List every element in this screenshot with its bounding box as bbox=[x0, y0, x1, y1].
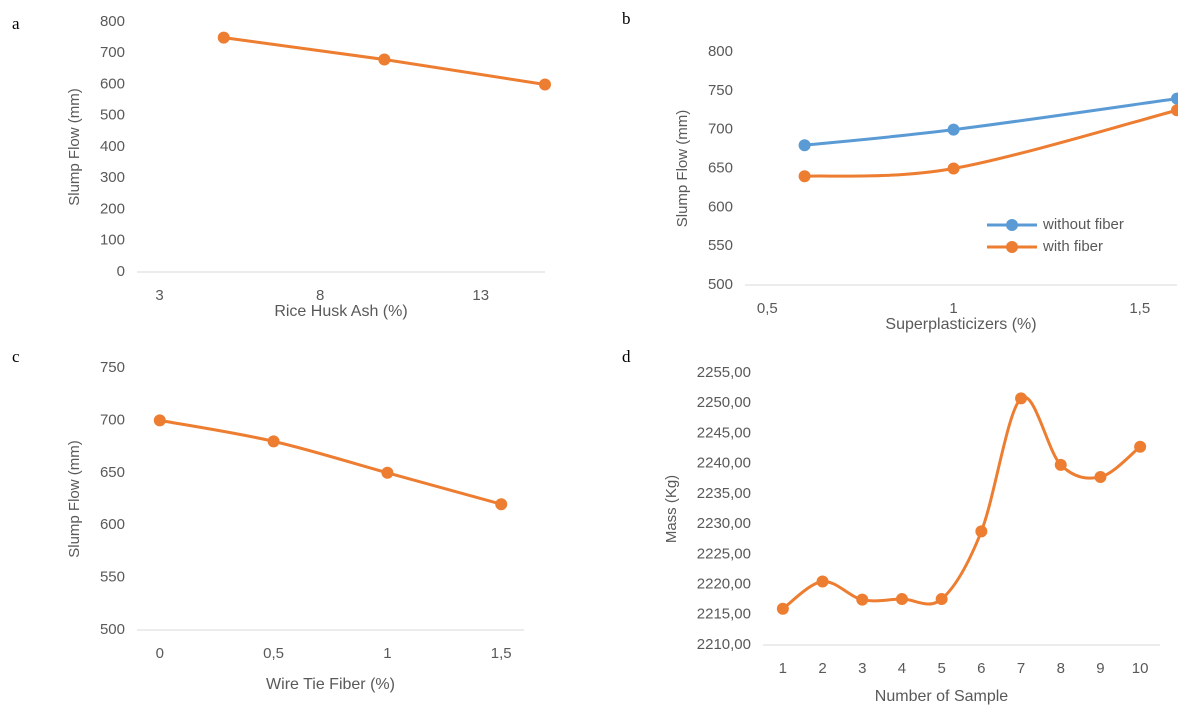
y-tick-label: 750 bbox=[708, 82, 733, 99]
y-tick-label: 2215,00 bbox=[697, 606, 751, 623]
y-axis-title: Slump Flow (mm) bbox=[674, 110, 691, 228]
y-tick-label: 2240,00 bbox=[697, 455, 751, 472]
panel-label: c bbox=[12, 347, 20, 366]
y-tick-label: 550 bbox=[100, 569, 125, 586]
data-point bbox=[153, 414, 166, 427]
data-point bbox=[1171, 92, 1178, 105]
x-tick-label: 6 bbox=[977, 660, 985, 677]
y-tick-label: 700 bbox=[100, 44, 125, 61]
data-point bbox=[895, 593, 908, 606]
x-tick-label: 0,5 bbox=[757, 300, 778, 317]
data-point bbox=[947, 123, 960, 136]
data-point bbox=[495, 498, 508, 511]
data-point bbox=[1171, 104, 1178, 117]
y-tick-label: 2220,00 bbox=[697, 576, 751, 593]
series-line bbox=[804, 108, 1178, 178]
data-point bbox=[1015, 392, 1028, 405]
data-point bbox=[1054, 458, 1067, 471]
y-tick-label: 800 bbox=[100, 13, 125, 30]
x-axis-title: Wire Tie Fiber (%) bbox=[266, 676, 395, 693]
series-line bbox=[781, 395, 1142, 610]
y-tick-label: 2235,00 bbox=[697, 485, 751, 502]
y-tick-label: 2225,00 bbox=[697, 545, 751, 562]
x-tick-label: 1 bbox=[949, 300, 957, 317]
x-tick-label: 9 bbox=[1096, 660, 1104, 677]
y-tick-label: 200 bbox=[100, 200, 125, 217]
x-tick-label: 5 bbox=[937, 660, 945, 677]
data-point bbox=[217, 31, 230, 44]
y-tick-label: 800 bbox=[708, 43, 733, 60]
y-tick-label: 700 bbox=[100, 411, 125, 428]
series-line bbox=[804, 97, 1178, 147]
y-tick-label: 300 bbox=[100, 169, 125, 186]
data-point bbox=[378, 53, 391, 66]
legend-marker bbox=[1006, 219, 1018, 231]
y-tick-label: 650 bbox=[100, 464, 125, 481]
data-point bbox=[798, 139, 811, 152]
data-point bbox=[381, 466, 394, 479]
legend-label: without fiber bbox=[1042, 216, 1124, 233]
data-point bbox=[798, 170, 811, 183]
y-tick-label: 0 bbox=[117, 263, 125, 280]
legend-marker bbox=[1006, 241, 1018, 253]
y-tick-label: 600 bbox=[100, 75, 125, 92]
x-tick-label: 0 bbox=[156, 645, 164, 662]
y-tick-label: 500 bbox=[100, 621, 125, 638]
y-tick-label: 600 bbox=[100, 516, 125, 533]
data-point bbox=[935, 593, 948, 606]
panel-label: d bbox=[622, 347, 631, 366]
y-tick-label: 750 bbox=[100, 359, 125, 376]
y-tick-label: 700 bbox=[708, 121, 733, 138]
data-point bbox=[975, 525, 988, 538]
panel-label: b bbox=[622, 9, 631, 28]
x-tick-label: 1 bbox=[383, 645, 391, 662]
x-tick-label: 0,5 bbox=[263, 645, 284, 662]
x-tick-label: 8 bbox=[1057, 660, 1065, 677]
y-tick-label: 2210,00 bbox=[697, 636, 751, 653]
panel-label: a bbox=[12, 14, 20, 33]
data-point bbox=[539, 78, 551, 91]
y-tick-label: 500 bbox=[100, 107, 125, 124]
x-tick-label: 3 bbox=[155, 287, 163, 304]
y-axis-title: Slump Flow (mm) bbox=[66, 88, 83, 206]
x-tick-label: 13 bbox=[472, 287, 489, 304]
y-axis-title: Mass (Kg) bbox=[663, 475, 680, 543]
y-tick-label: 2230,00 bbox=[697, 515, 751, 532]
y-tick-label: 600 bbox=[708, 198, 733, 215]
y-tick-label: 650 bbox=[708, 159, 733, 176]
data-point bbox=[267, 435, 280, 448]
data-point bbox=[856, 593, 869, 606]
x-tick-label: 10 bbox=[1132, 660, 1149, 677]
x-tick-label: 4 bbox=[898, 660, 906, 677]
y-tick-label: 2250,00 bbox=[697, 394, 751, 411]
y-tick-label: 500 bbox=[708, 276, 733, 293]
x-tick-label: 3 bbox=[858, 660, 866, 677]
x-tick-label: 1 bbox=[779, 660, 787, 677]
y-tick-label: 2255,00 bbox=[697, 364, 751, 381]
data-point bbox=[816, 575, 829, 588]
y-tick-label: 400 bbox=[100, 138, 125, 155]
x-tick-label: 1,5 bbox=[1129, 300, 1150, 317]
y-tick-label: 550 bbox=[708, 237, 733, 254]
y-tick-label: 2245,00 bbox=[697, 424, 751, 441]
data-point bbox=[1094, 470, 1107, 483]
x-tick-label: 2 bbox=[818, 660, 826, 677]
y-axis-title: Slump Flow (mm) bbox=[66, 440, 83, 558]
x-axis-title: Rice Husk Ash (%) bbox=[274, 303, 407, 320]
x-tick-label: 7 bbox=[1017, 660, 1025, 677]
data-point bbox=[947, 162, 960, 175]
data-point bbox=[776, 602, 789, 615]
legend-label: with fiber bbox=[1042, 238, 1103, 255]
x-tick-label: 8 bbox=[316, 287, 324, 304]
x-tick-label: 1,5 bbox=[491, 645, 512, 662]
series-line bbox=[159, 418, 502, 506]
y-tick-label: 100 bbox=[100, 232, 125, 249]
data-point bbox=[1134, 440, 1147, 453]
x-axis-title: Superplasticizers (%) bbox=[885, 316, 1036, 333]
x-axis-title: Number of Sample bbox=[875, 688, 1008, 705]
